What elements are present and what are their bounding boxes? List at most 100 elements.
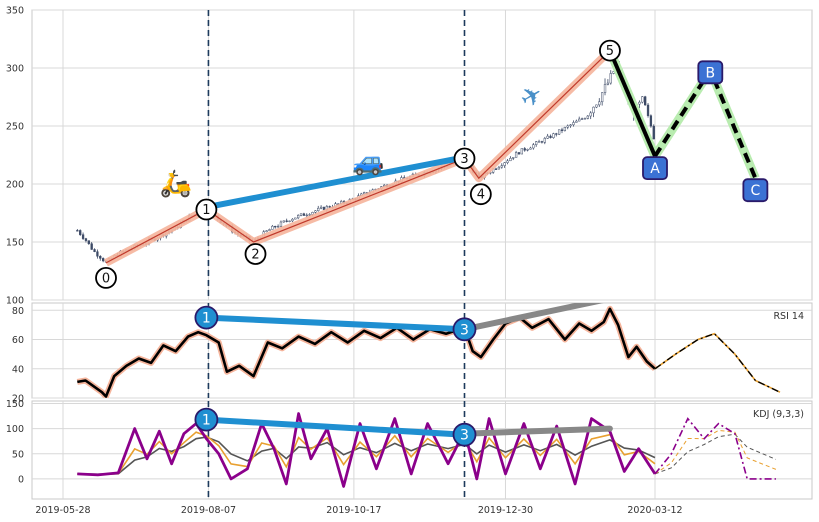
- candle-body: [276, 225, 280, 228]
- candle-body: [583, 118, 587, 120]
- projected-point-label: B: [706, 65, 716, 81]
- wave-point-marker: [195, 198, 218, 221]
- wave-point-label: 2: [251, 248, 259, 263]
- price-grid: [32, 9, 812, 301]
- projected-point-marker: [642, 156, 668, 181]
- impulse-wave-line: [105, 50, 611, 264]
- rsi-line: [77, 307, 656, 398]
- kdj-point-labels: 13: [194, 407, 477, 447]
- candle-body: [537, 141, 541, 143]
- rsi-grid: [32, 303, 812, 399]
- candle-body: [569, 124, 572, 127]
- candle-body: [268, 229, 271, 231]
- candle-body: [578, 118, 581, 122]
- kdj-legend-label: KDJ (9,3,3): [753, 409, 804, 420]
- y-tick-label: 50: [12, 449, 24, 460]
- candle-body: [297, 215, 300, 219]
- candle-body: [638, 101, 641, 105]
- candle-body: [279, 221, 283, 227]
- candle-body: [271, 225, 274, 230]
- candle-body: [265, 230, 268, 232]
- wave-point-marker: [244, 243, 267, 265]
- candle-body: [503, 162, 506, 166]
- candle-body: [546, 135, 549, 139]
- rsi-projection: [654, 332, 781, 393]
- candle-body: [305, 214, 308, 217]
- kdj-point-label: 1: [202, 413, 211, 429]
- rsi-point-label: 3: [460, 322, 469, 338]
- kdj-d-projection: [654, 433, 777, 475]
- candle-body: [644, 96, 647, 106]
- car-icon: 🚙: [352, 147, 384, 177]
- candle-body: [497, 166, 501, 170]
- candle-body: [76, 230, 79, 232]
- wave-point-label: 3: [460, 152, 468, 167]
- y-tick-label: 350: [6, 6, 24, 17]
- wave-point-label: 4: [477, 188, 485, 203]
- y-tick-label: 300: [6, 64, 24, 75]
- candle-body: [322, 206, 326, 211]
- wave-point-marker: [599, 39, 621, 62]
- kdj-point-marker: [194, 407, 219, 432]
- candle-body: [319, 206, 323, 209]
- y-tick-label: 100: [6, 424, 24, 435]
- x-tick-label: 2019-08-07: [181, 505, 236, 516]
- projection-line-5-a: [608, 49, 657, 157]
- candle-body: [308, 214, 311, 216]
- wave-point-label: 0: [102, 271, 110, 286]
- projected-point-marker: [742, 178, 769, 203]
- wave-lines: [104, 47, 760, 267]
- candle-body: [328, 206, 331, 208]
- x-axis-tick-labels: 2019-05-28 2019-08-07 2019-10-17 2019-12-30…: [35, 505, 682, 516]
- candle-body: [294, 217, 297, 220]
- rsi-legend-label: RSI 14: [773, 311, 804, 322]
- candle-body: [589, 112, 592, 117]
- y-tick-label: 60: [12, 335, 24, 346]
- kdj-k-projection: [654, 429, 777, 475]
- kdj-vertical-markers: [207, 401, 466, 499]
- candle-body: [649, 115, 653, 127]
- candle-body: [302, 213, 306, 216]
- candle-body: [90, 243, 93, 250]
- price-y-tick-labels: 100 150 200 250 300 350: [6, 6, 24, 307]
- y-tick-label: 100: [6, 296, 24, 307]
- candle-body: [609, 73, 612, 84]
- candle-body: [523, 148, 526, 151]
- candle-body: [535, 141, 538, 145]
- wave-point-marker: [453, 147, 476, 170]
- kdj-point-label: 3: [460, 428, 469, 444]
- candle-body: [520, 148, 524, 155]
- candle-body: [101, 258, 105, 262]
- rsi-point-marker: [194, 305, 219, 330]
- kdj-trend-line: [203, 416, 468, 438]
- scooter-icon: 🛵: [159, 169, 191, 199]
- candle-body: [601, 92, 604, 103]
- candle-body: [529, 147, 532, 150]
- y-tick-label: 200: [6, 180, 24, 191]
- y-tick-label: 250: [6, 122, 24, 133]
- wave-point-marker: [95, 266, 117, 289]
- candle-body: [299, 213, 303, 216]
- price-plot-area: [31, 9, 813, 301]
- y-tick-label: 20: [12, 394, 24, 405]
- rsi-point-marker: [452, 317, 477, 342]
- y-tick-label: 150: [6, 399, 24, 410]
- wave-point-label: 1: [202, 203, 210, 218]
- candle-body: [362, 192, 366, 195]
- x-tick-label: 2019-12-30: [478, 505, 533, 516]
- candle-body: [598, 101, 601, 106]
- y-tick-label: 80: [12, 306, 24, 317]
- x-tick-label: 2019-10-17: [326, 505, 381, 516]
- candle-body: [282, 220, 285, 223]
- candle-body: [606, 82, 610, 85]
- candle-body: [291, 218, 294, 222]
- rsi-extension-star: ★: [606, 295, 615, 306]
- candle-body: [274, 225, 277, 228]
- candle-body: [285, 220, 288, 222]
- candle-body: [603, 84, 607, 93]
- rsi-lines: ★: [76, 295, 781, 398]
- candle-body: [506, 160, 509, 163]
- candle-body: [557, 129, 561, 135]
